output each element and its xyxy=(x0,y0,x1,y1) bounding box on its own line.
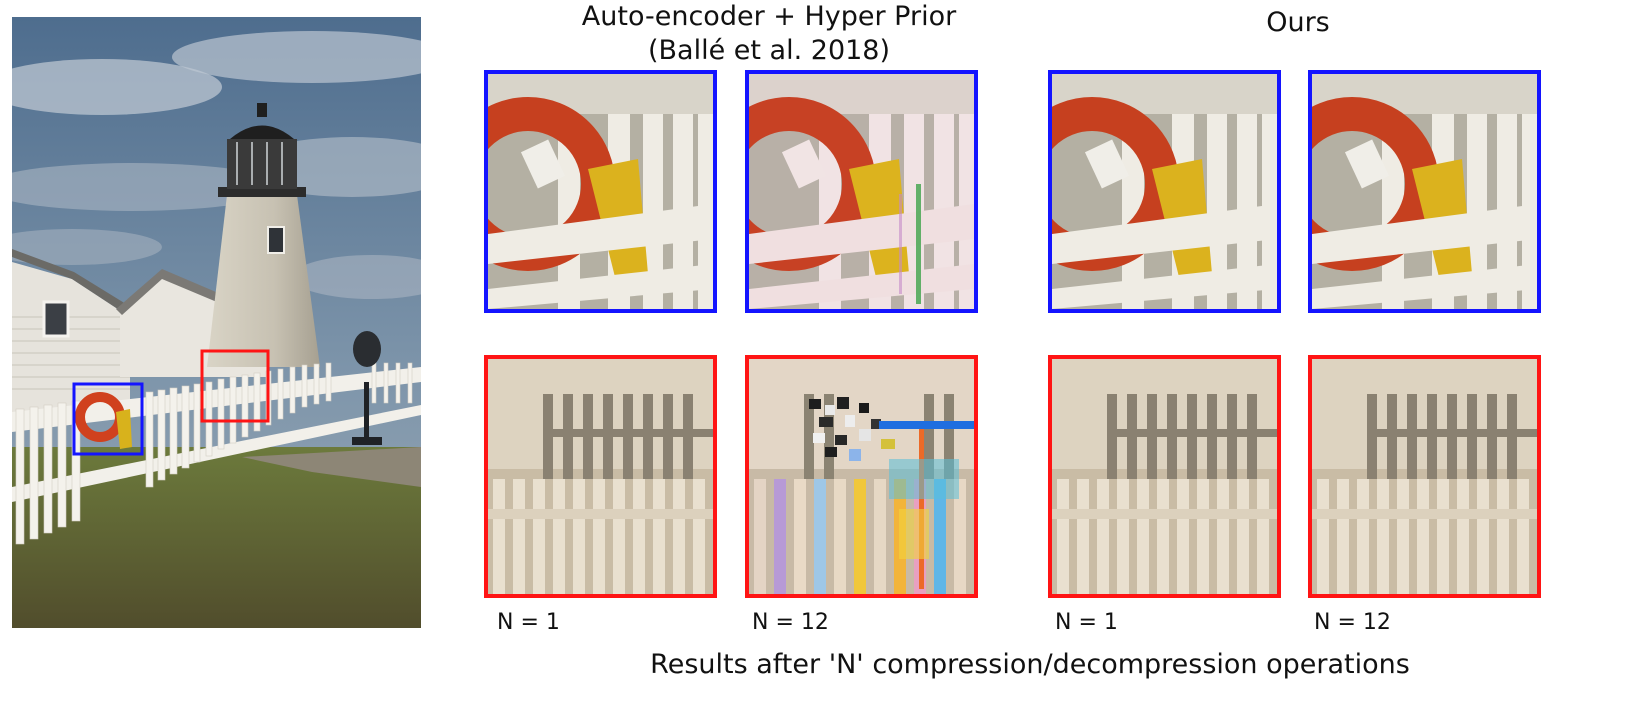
crop-red-baseline-n1 xyxy=(484,355,717,598)
label-baseline-n1: N = 1 xyxy=(497,610,560,635)
lifering-crop-image xyxy=(1052,74,1277,309)
fence-crop-image xyxy=(488,359,713,594)
baseline-method-title: Auto-encoder + Hyper Prior xyxy=(581,1,957,32)
proposed-method-heading: Ours xyxy=(1266,7,1330,38)
baseline-method-heading: Auto-encoder + Hyper Prior (Ballé et al.… xyxy=(505,0,1033,68)
crop-blue-ours-n1 xyxy=(1048,70,1281,313)
crop-blue-baseline-n1 xyxy=(484,70,717,313)
label-baseline-n12: N = 12 xyxy=(752,610,829,635)
crop-red-ours-n1 xyxy=(1048,355,1281,598)
crop-blue-ours-n12 xyxy=(1308,70,1541,313)
lifering-crop-image xyxy=(749,74,974,309)
lighthouse-scene xyxy=(12,17,421,628)
label-ours-n12: N = 12 xyxy=(1314,610,1391,635)
crop-red-baseline-n12 xyxy=(745,355,978,598)
lifering-crop-image xyxy=(1312,74,1537,309)
figure-caption: Results after 'N' compression/decompress… xyxy=(650,649,1410,680)
fence-crop-image xyxy=(1052,359,1277,594)
lifering-crop-image xyxy=(488,74,713,309)
fence-crop-image-artifacts xyxy=(749,359,974,594)
fence-crop-image xyxy=(1312,359,1537,594)
crop-blue-baseline-n12 xyxy=(745,70,978,313)
red-region-box xyxy=(200,349,270,423)
crop-red-ours-n12 xyxy=(1308,355,1541,598)
blue-region-box xyxy=(72,382,144,456)
source-photo-lighthouse xyxy=(12,17,421,628)
baseline-method-citation: (Ballé et al. 2018) xyxy=(647,35,891,66)
label-ours-n1: N = 1 xyxy=(1055,610,1118,635)
